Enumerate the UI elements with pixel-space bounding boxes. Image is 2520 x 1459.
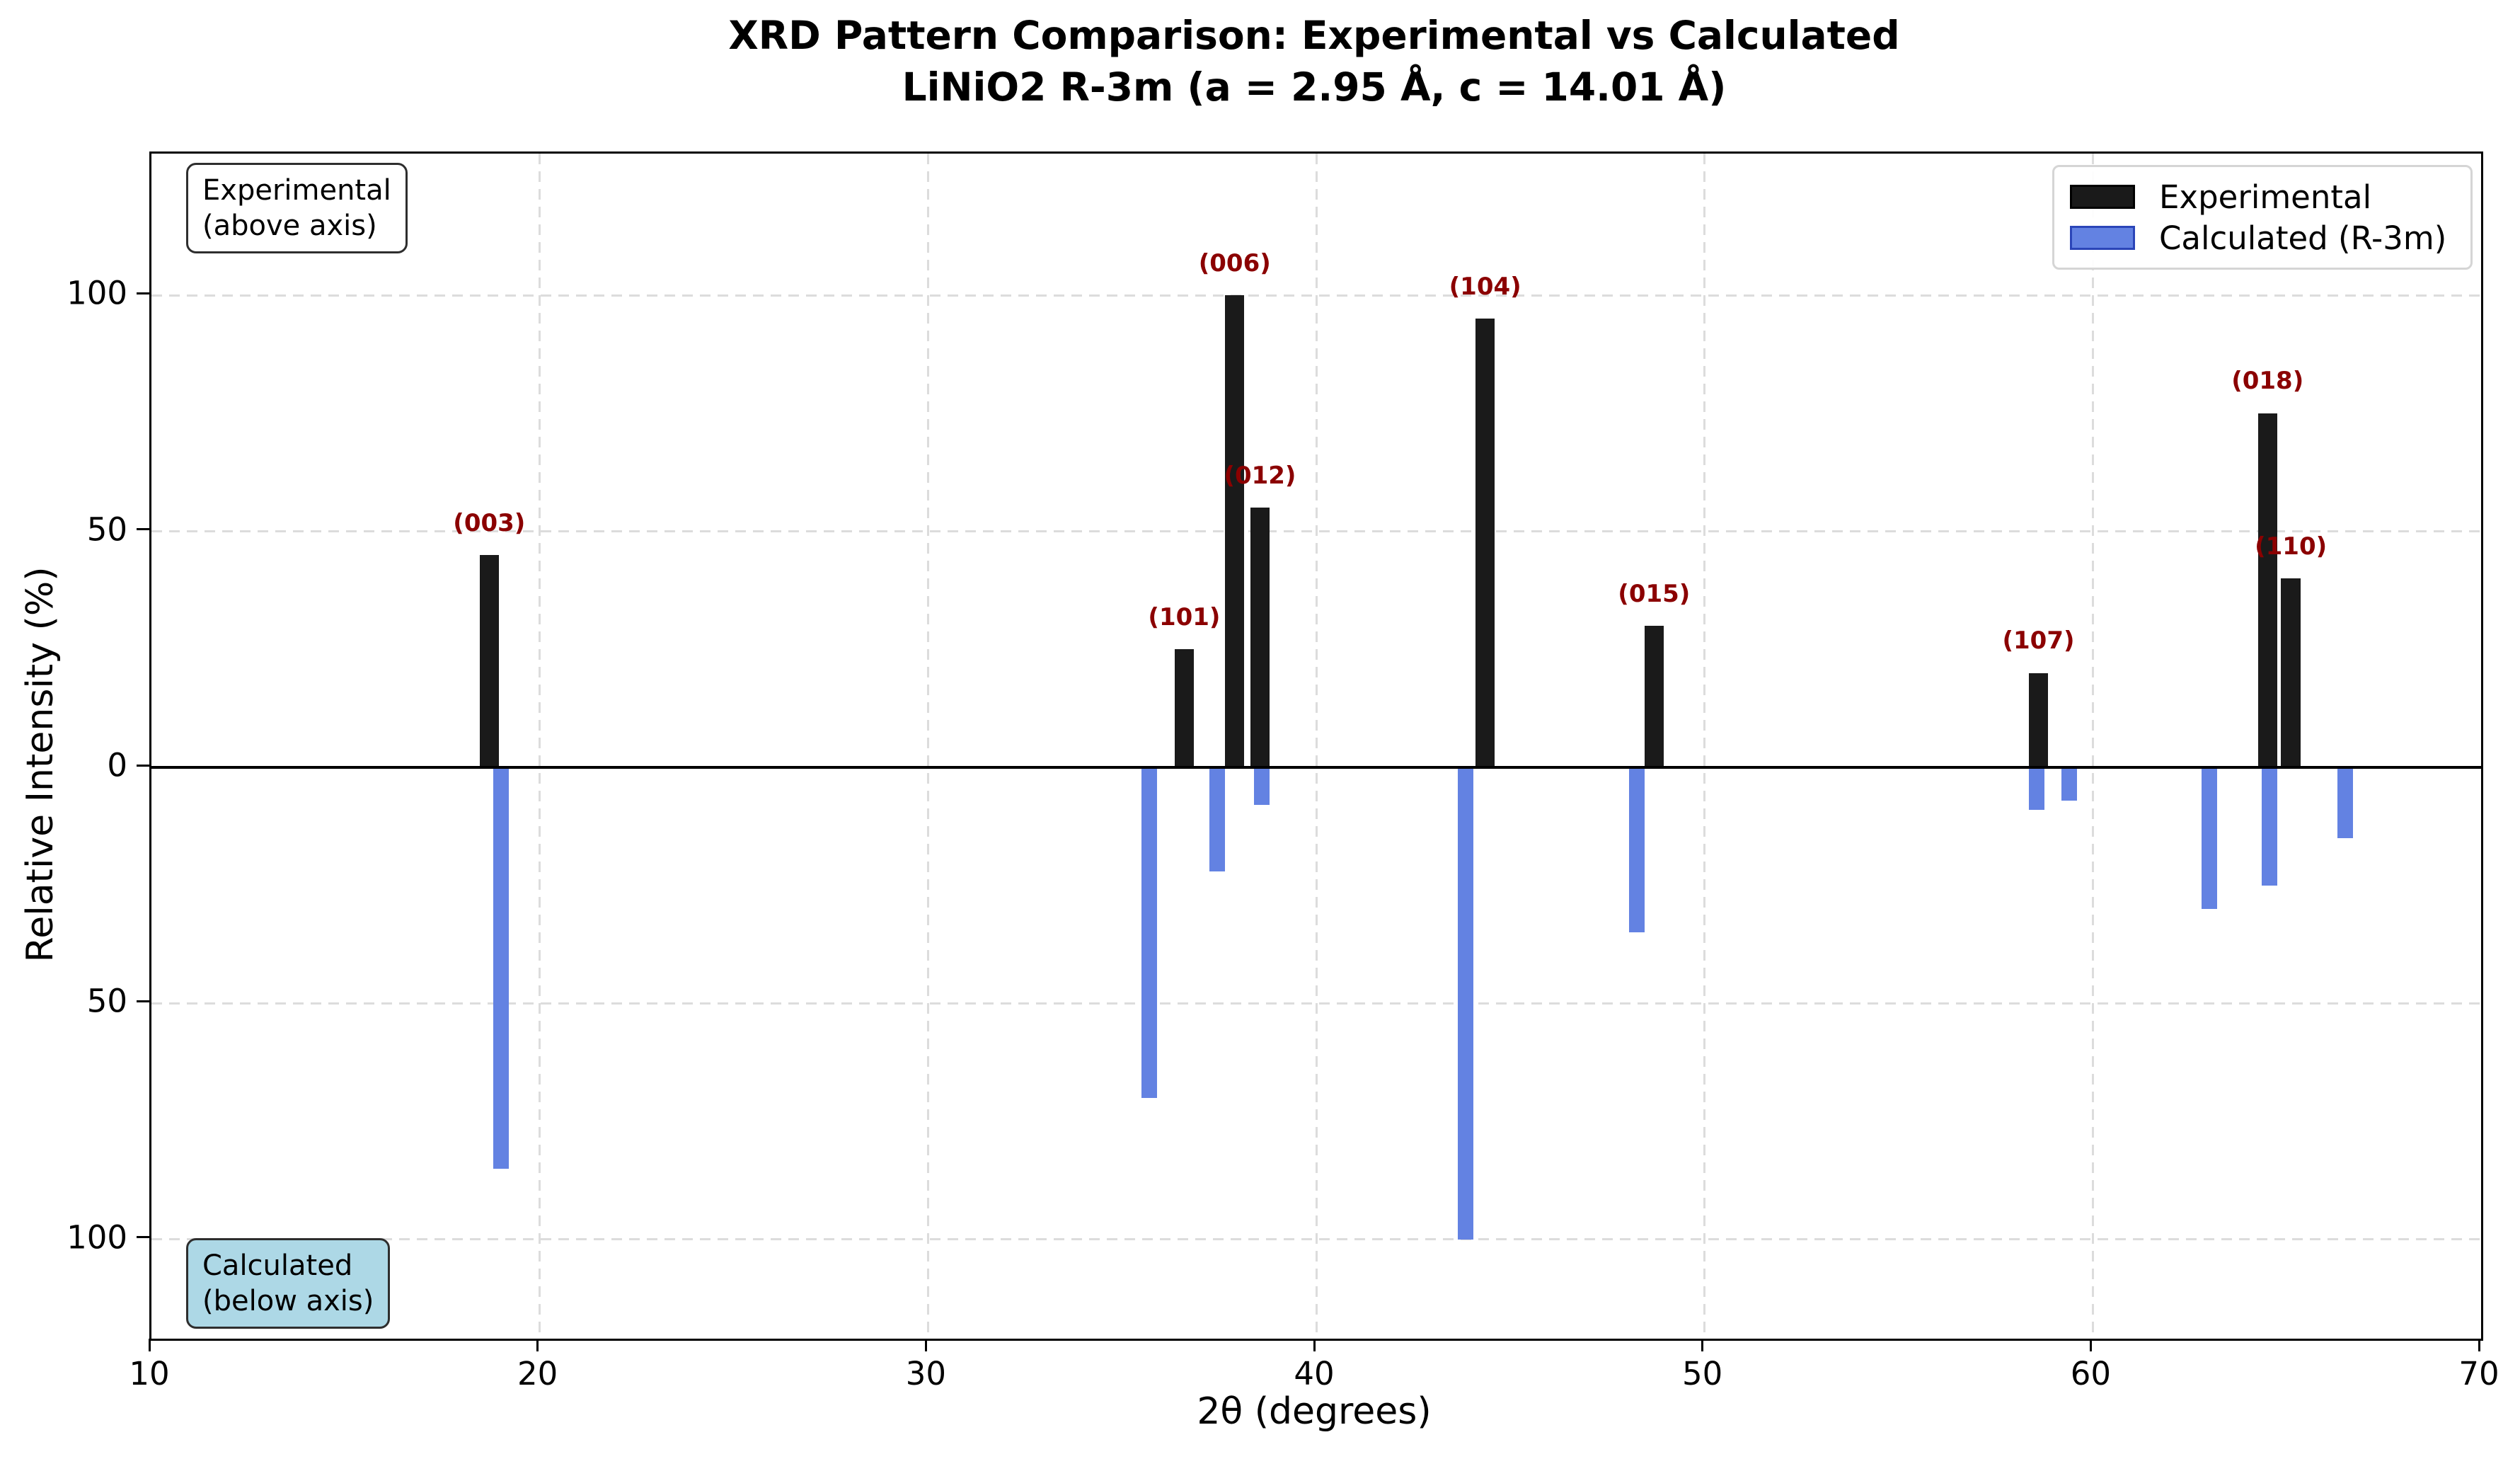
experimental-bar-(003) <box>479 554 500 767</box>
x-tick-50 <box>1701 1339 1704 1351</box>
calculated-bar-58.55 <box>2028 769 2044 811</box>
hkl-label-(003): (003) <box>453 508 526 537</box>
hkl-label-(104): (104) <box>1449 273 1521 302</box>
x-tick-label-40: 40 <box>1294 1355 1335 1392</box>
x-tick-label-20: 20 <box>517 1355 558 1392</box>
y-tick-label-4: 100 <box>67 1218 127 1257</box>
hkl-label-(012): (012) <box>1224 461 1296 490</box>
annotation-below-line1: Calculated <box>202 1249 353 1282</box>
annotation-calculated-below: Calculated (below axis) <box>186 1238 391 1329</box>
hkl-label-(006): (006) <box>1198 248 1271 278</box>
calculated-bar-35.7 <box>1141 769 1158 1098</box>
hkl-label-(101): (101) <box>1148 602 1221 631</box>
zero-axis-line <box>151 766 2481 769</box>
calculated-bar-59.4 <box>2061 769 2078 801</box>
x-tick-label-60: 60 <box>2070 1355 2111 1392</box>
y-tick-0 <box>137 764 149 767</box>
annotation-above-line2: (above axis) <box>202 210 377 242</box>
x-tick-label-10: 10 <box>129 1355 170 1392</box>
experimental-bar-(104) <box>1475 319 1495 767</box>
chart-title: XRD Pattern Comparison: Experimental vs … <box>149 10 2479 113</box>
calculated-bar-43.85 <box>1458 769 1474 1240</box>
gridline-x-50 <box>1703 154 1706 1339</box>
calculated-bar-19 <box>493 769 509 1169</box>
x-tick-70 <box>2478 1339 2480 1351</box>
experimental-bar-(101) <box>1174 649 1195 767</box>
calculated-bar-63 <box>2201 769 2217 910</box>
experimental-bar-(015) <box>1644 625 1664 767</box>
y-tick--50 <box>137 1000 149 1002</box>
annotation-above-line1: Experimental <box>202 174 391 207</box>
hkl-label-(015): (015) <box>1618 579 1691 608</box>
x-axis-label: 2θ (degrees) <box>1197 1390 1432 1433</box>
x-tick-40 <box>1313 1339 1316 1351</box>
legend-item-calculated: Calculated (R-3m) <box>2070 218 2455 258</box>
calculated-bar-66.5 <box>2337 769 2353 839</box>
hkl-label-(018): (018) <box>2231 367 2304 396</box>
x-tick-label-50: 50 <box>1682 1355 1723 1392</box>
plot-area: (003) (101) (006) (012) (104) (015) (107) (018)… <box>149 151 2483 1341</box>
y-tick-100 <box>137 292 149 294</box>
calculated-swatch-icon <box>2070 226 2135 250</box>
calculated-bar-48.25 <box>1628 769 1645 933</box>
x-tick-label-70: 70 <box>2458 1355 2499 1392</box>
y-tick-label-1: 50 <box>86 510 127 549</box>
legend-label-experimental: Experimental <box>2159 178 2372 216</box>
chart-title-line2: LiNiO2 R-3m (a = 2.95 Å, c = 14.01 Å) <box>902 64 1727 110</box>
legend-item-experimental: Experimental <box>2070 177 2455 217</box>
chart-title-line1: XRD Pattern Comparison: Experimental vs … <box>728 13 1900 58</box>
experimental-bar-(006) <box>1225 295 1245 767</box>
hkl-label-(110): (110) <box>2255 532 2328 561</box>
calculated-bar-37.45 <box>1209 769 1226 871</box>
calculated-bar-38.6 <box>1254 769 1270 806</box>
legend-label-calculated: Calculated (R-3m) <box>2159 219 2447 257</box>
calculated-bar-64.55 <box>2262 769 2277 886</box>
y-tick-50 <box>137 528 149 531</box>
x-tick-10 <box>148 1339 151 1351</box>
gridline-x-60 <box>2091 154 2094 1339</box>
x-tick-60 <box>2089 1339 2092 1351</box>
y-tick--100 <box>137 1236 149 1239</box>
experimental-bar-(012) <box>1250 508 1270 767</box>
gridline-x-20 <box>539 154 541 1339</box>
hkl-label-(107): (107) <box>2002 626 2075 656</box>
x-tick-20 <box>536 1339 539 1351</box>
annotation-experimental-above: Experimental (above axis) <box>186 163 408 253</box>
gridline-x-40 <box>1315 154 1318 1339</box>
experimental-bar-(018) <box>2257 413 2277 767</box>
y-tick-label-0: 100 <box>67 274 127 312</box>
x-tick-30 <box>924 1339 927 1351</box>
experimental-swatch-icon <box>2070 185 2135 209</box>
y-tick-label-3: 50 <box>86 982 127 1020</box>
y-tick-label-2: 0 <box>107 746 127 784</box>
legend: Experimental Calculated (R-3m) <box>2052 165 2473 270</box>
gridline-x-30 <box>926 154 929 1339</box>
x-tick-label-30: 30 <box>905 1355 946 1392</box>
experimental-bar-(107) <box>2028 673 2049 767</box>
experimental-bar-(110) <box>2281 578 2301 767</box>
annotation-below-line2: (below axis) <box>202 1285 374 1317</box>
